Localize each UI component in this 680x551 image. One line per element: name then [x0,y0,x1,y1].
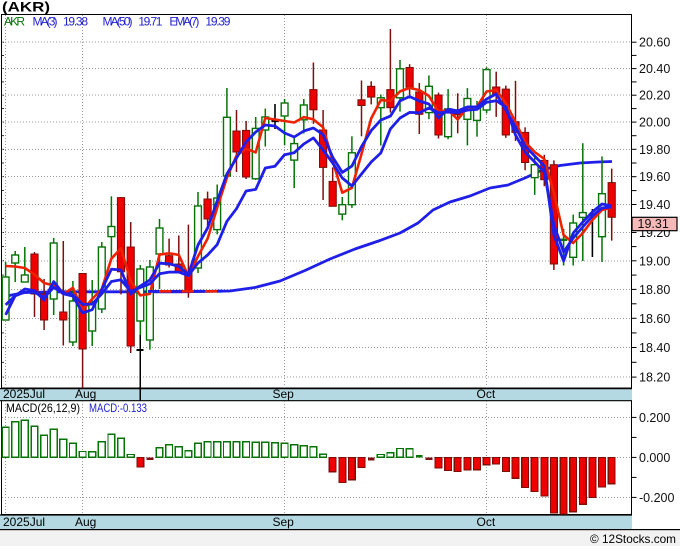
svg-text:Sep: Sep [273,515,295,529]
svg-text:-0.200: -0.200 [639,491,674,505]
svg-text:18.20: 18.20 [639,371,670,385]
svg-text:20.20: 20.20 [639,89,670,103]
svg-text:19.40: 19.40 [639,198,670,212]
svg-text:Aug: Aug [75,387,96,401]
svg-text:20.60: 20.60 [639,36,670,50]
svg-text:MA(50): MA(50) [103,15,133,29]
svg-text:19.00: 19.00 [639,254,670,268]
svg-text:(AKR): (AKR) [2,0,50,15]
svg-text:AKR: AKR [4,15,25,29]
svg-text:20.00: 20.00 [639,116,670,130]
svg-text:MA(3): MA(3) [33,15,58,29]
svg-text:19.39: 19.39 [205,15,230,29]
svg-text:0.200: 0.200 [639,411,670,425]
svg-text:Oct: Oct [477,515,496,529]
svg-text:2025Jul: 2025Jul [3,515,45,529]
svg-text:© 12Stocks.com: © 12Stocks.com [590,532,676,546]
svg-text:2025Jul: 2025Jul [3,387,45,401]
svg-text:18.80: 18.80 [639,283,670,297]
svg-text:EMA(7): EMA(7) [169,15,199,29]
svg-text:19.38: 19.38 [63,15,88,29]
svg-text:18.40: 18.40 [639,341,670,355]
svg-text:Oct: Oct [477,387,496,401]
svg-text:19.71: 19.71 [138,15,162,29]
svg-text:Aug: Aug [75,515,96,529]
svg-text:MACD:-0.133: MACD:-0.133 [89,401,147,415]
svg-text:19.80: 19.80 [639,143,670,157]
svg-text:18.60: 18.60 [639,312,670,326]
svg-text:20.40: 20.40 [639,62,670,76]
svg-text:MACD(26,12,9): MACD(26,12,9) [6,401,80,415]
svg-text:0.000: 0.000 [639,451,670,465]
svg-text:19.31: 19.31 [638,217,669,231]
svg-text:Sep: Sep [273,387,295,401]
svg-text:19.60: 19.60 [639,170,670,184]
